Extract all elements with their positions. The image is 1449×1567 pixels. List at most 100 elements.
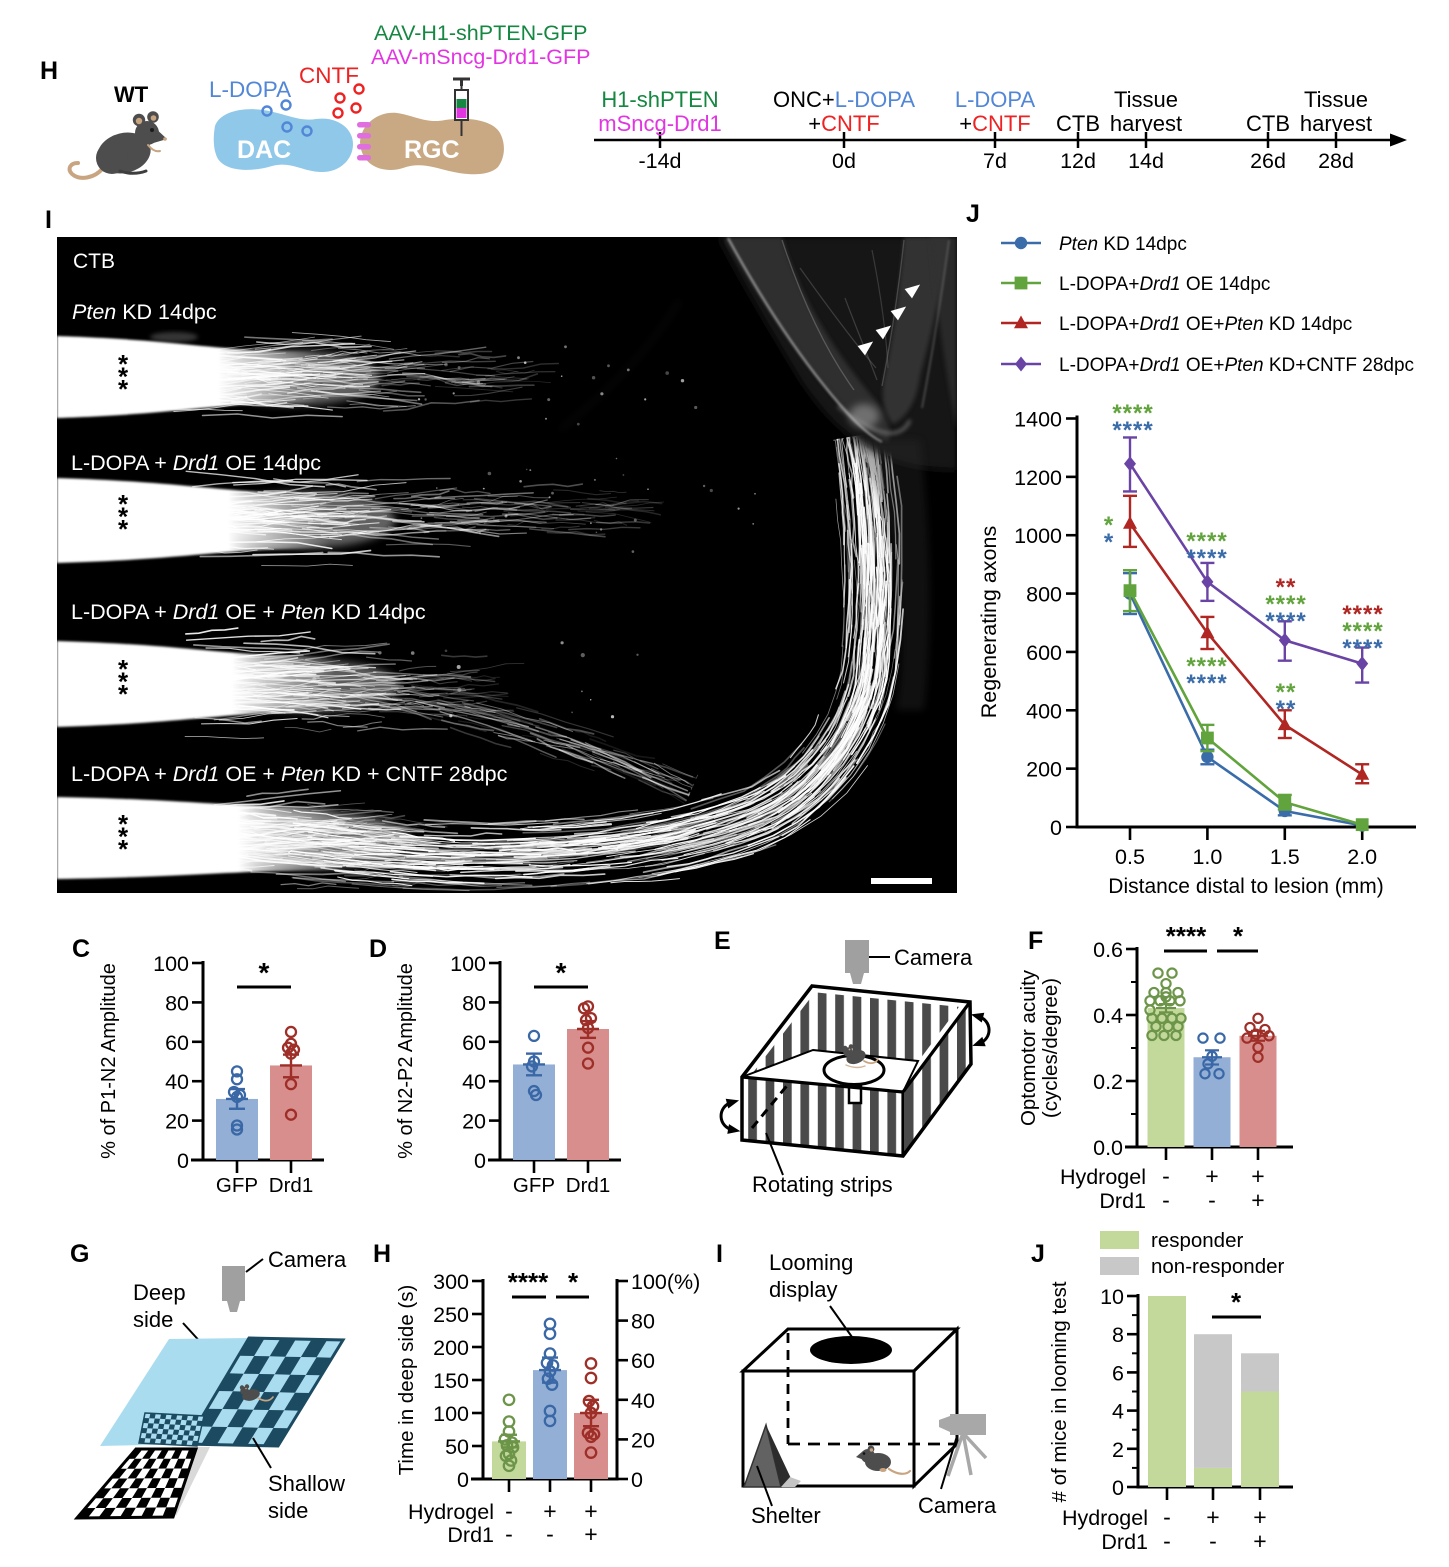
svg-text:*: * (118, 489, 129, 519)
svg-text:Rotating strips: Rotating strips (752, 1172, 893, 1197)
svg-text:+: + (1253, 1528, 1266, 1554)
svg-text:harvest: harvest (1110, 111, 1182, 136)
svg-text:*: * (118, 514, 129, 544)
svg-text:100: 100 (433, 1402, 469, 1426)
svg-text:CTB: CTB (73, 250, 115, 273)
svg-text:7d: 7d (983, 149, 1007, 173)
svg-text:Drd1: Drd1 (447, 1523, 494, 1547)
svg-text:AAV-mSncg-Drd1-GFP: AAV-mSncg-Drd1-GFP (371, 45, 590, 69)
svg-text:*: * (118, 654, 129, 684)
svg-text:**: ** (1276, 696, 1297, 723)
svg-text:L-DOPA: L-DOPA (955, 87, 1036, 112)
svg-text:+: + (1251, 1163, 1264, 1189)
svg-text:AAV-H1-shPTEN-GFP: AAV-H1-shPTEN-GFP (374, 21, 587, 45)
svg-text:200: 200 (1026, 758, 1062, 782)
svg-text:40: 40 (462, 1070, 486, 1094)
svg-text:*: * (556, 957, 567, 988)
svg-text:% of P1-N2 Amplitude: % of P1-N2 Amplitude (98, 963, 120, 1159)
svg-text:0.6: 0.6 (1093, 938, 1123, 962)
svg-text:Time in deep side (s): Time in deep side (s) (395, 1285, 418, 1476)
svg-text:Distance distal to lesion (mm): Distance distal to lesion (mm) (1108, 875, 1383, 898)
svg-text:26d: 26d (1250, 149, 1286, 173)
svg-text:0: 0 (631, 1468, 643, 1492)
svg-text:Deep: Deep (133, 1280, 186, 1305)
svg-text:Drd1: Drd1 (269, 1174, 313, 1197)
svg-text:250: 250 (433, 1303, 469, 1327)
svg-text:****: **** (1186, 545, 1227, 572)
svg-text:Camera: Camera (918, 1493, 997, 1518)
svg-text:Optomotor acuity: Optomotor acuity (1017, 969, 1040, 1126)
svg-text:1.5: 1.5 (1270, 845, 1300, 869)
svg-text:12d: 12d (1060, 149, 1096, 173)
svg-text:800: 800 (1026, 583, 1062, 607)
svg-text:****: **** (1342, 601, 1383, 628)
svg-text:*: * (118, 822, 129, 852)
svg-text:****: **** (1342, 635, 1383, 662)
svg-text:RGC: RGC (404, 136, 460, 164)
svg-text:**: ** (1276, 679, 1297, 706)
svg-text:0: 0 (1050, 816, 1062, 840)
svg-text:10: 10 (1100, 1285, 1124, 1309)
svg-text:*: * (259, 957, 270, 988)
svg-text:L-DOPA: L-DOPA (209, 77, 291, 102)
svg-text:14d: 14d (1128, 149, 1164, 173)
svg-text:L-DOPA + Drd1 OE 14dpc: L-DOPA + Drd1 OE 14dpc (71, 451, 321, 475)
svg-text:150: 150 (433, 1369, 469, 1393)
svg-text:****: **** (1186, 670, 1227, 697)
svg-text:100(%): 100(%) (631, 1270, 700, 1294)
svg-text:2: 2 (1112, 1438, 1124, 1462)
svg-text:H: H (40, 57, 58, 85)
svg-text:Camera: Camera (268, 1247, 347, 1272)
svg-text:****: **** (1265, 608, 1306, 635)
svg-text:responder: responder (1151, 1229, 1243, 1252)
svg-text:Shallow: Shallow (268, 1471, 345, 1496)
svg-text:-: - (1209, 1528, 1217, 1554)
svg-text:D: D (369, 935, 387, 963)
svg-text:100: 100 (450, 952, 486, 976)
svg-text:E: E (714, 927, 731, 955)
svg-text:600: 600 (1026, 641, 1062, 665)
svg-text:+: + (1205, 1163, 1218, 1189)
svg-text:L-DOPA + Drd1 OE + Pten KD + C: L-DOPA + Drd1 OE + Pten KD + CNTF 28dpc (71, 762, 508, 786)
svg-text:+CNTF: +CNTF (808, 111, 880, 136)
svg-text:-: - (505, 1521, 513, 1547)
svg-text:Drd1: Drd1 (1101, 1530, 1148, 1554)
svg-text:28d: 28d (1318, 149, 1354, 173)
svg-text:****: **** (1342, 618, 1383, 645)
svg-text:L-DOPA+Drd1 OE+Pten KD 14dpc: L-DOPA+Drd1 OE+Pten KD 14dpc (1059, 314, 1352, 335)
svg-text:(cycles/degree): (cycles/degree) (1039, 978, 1062, 1118)
svg-text:side: side (268, 1498, 308, 1523)
svg-text:2.0: 2.0 (1347, 845, 1377, 869)
svg-text:DAC: DAC (237, 136, 291, 164)
svg-text:0.4: 0.4 (1093, 1004, 1123, 1028)
svg-text:Looming: Looming (769, 1250, 853, 1275)
svg-text:*: * (1231, 1287, 1242, 1317)
svg-text:CTB: CTB (1246, 111, 1290, 136)
svg-text:60: 60 (631, 1349, 655, 1373)
svg-text:80: 80 (165, 991, 189, 1015)
svg-text:1400: 1400 (1014, 408, 1062, 432)
svg-text:Pten KD 14dpc: Pten KD 14dpc (1059, 234, 1187, 255)
svg-text:1200: 1200 (1014, 466, 1062, 490)
svg-text:****: **** (1166, 921, 1207, 951)
svg-text:I: I (45, 206, 52, 234)
svg-text:*: * (118, 349, 129, 379)
svg-text:non-responder: non-responder (1151, 1255, 1285, 1278)
svg-text:1000: 1000 (1014, 524, 1062, 548)
svg-text:6: 6 (1112, 1361, 1124, 1385)
svg-text:L-DOPA+Drd1 OE+Pten KD+CNTF 28: L-DOPA+Drd1 OE+Pten KD+CNTF 28dpc (1059, 355, 1414, 376)
svg-text:L-DOPA + Drd1 OE + Pten KD 14d: L-DOPA + Drd1 OE + Pten KD 14dpc (71, 600, 426, 624)
svg-text:I: I (716, 1240, 723, 1268)
svg-text:200: 200 (433, 1336, 469, 1360)
svg-text:400: 400 (1026, 699, 1062, 723)
svg-text:40: 40 (165, 1070, 189, 1094)
svg-text:% of N2-P2 Amplitude: % of N2-P2 Amplitude (395, 963, 417, 1159)
svg-text:60: 60 (165, 1031, 189, 1055)
svg-text:-14d: -14d (638, 149, 681, 173)
svg-text:+: + (584, 1498, 597, 1524)
svg-text:8: 8 (1112, 1323, 1124, 1347)
svg-text:Drd1: Drd1 (566, 1174, 610, 1197)
svg-text:****: **** (1112, 417, 1153, 444)
svg-text:Hydrogel: Hydrogel (1060, 1165, 1146, 1189)
svg-text:*: * (1233, 921, 1244, 951)
